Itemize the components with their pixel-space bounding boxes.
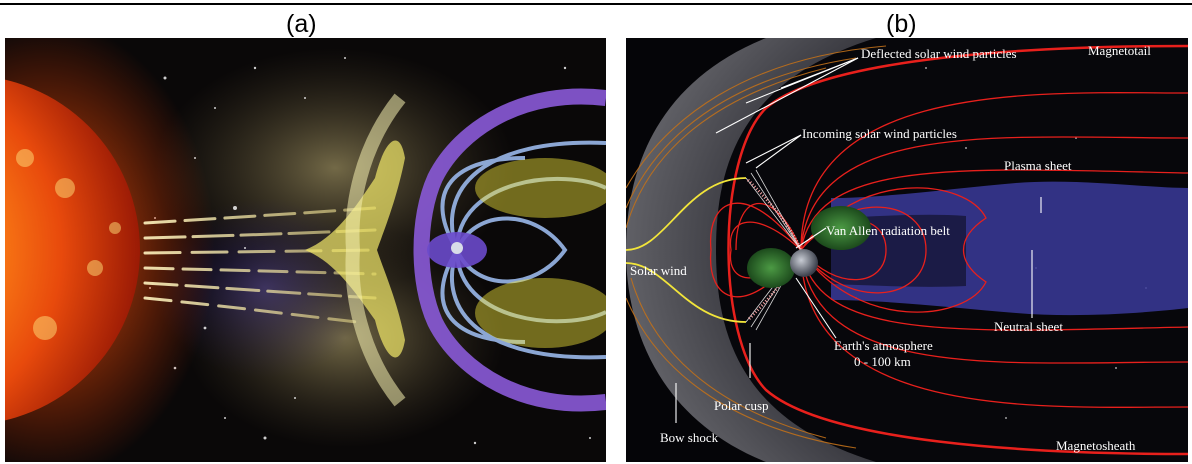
label-bow-shock: Bow shock [660, 430, 719, 445]
van-allen-belt-right [811, 206, 871, 250]
label-neutral-sheet: Neutral sheet [994, 319, 1063, 334]
earth [451, 242, 463, 254]
label-magnetotail: Magnetotail [1088, 43, 1151, 58]
label-earths-atmosphere: Earth's atmosphere [834, 338, 933, 353]
field-loops [440, 140, 606, 360]
label-deflected-particles: Deflected solar wind particles [861, 46, 1017, 61]
panel-a-sun-magnetosphere-image [5, 38, 606, 462]
earth [790, 249, 818, 277]
label-incoming-particles: Incoming solar wind particles [802, 126, 957, 141]
magnetopause-line [727, 44, 1188, 456]
orange-flow-lines [626, 45, 887, 449]
label-van-allen-belt: Van Allen radiation belt [826, 223, 950, 238]
magnetosphere-diagram: Magnetotail Deflected solar wind particl… [626, 38, 1188, 462]
panel-label-a: (a) [286, 10, 317, 38]
solar-wind-lines [626, 177, 747, 323]
label-magnetosheath: Magnetosheath [1056, 438, 1136, 453]
label-plasma-sheet: Plasma sheet [1004, 158, 1072, 173]
label-polar-cusp: Polar cusp [714, 398, 769, 413]
label-solar-wind: Solar wind [630, 263, 687, 278]
panel-label-b: (b) [886, 10, 917, 38]
field-lines [709, 92, 1188, 408]
panel-b-magnetosphere-diagram: Magnetotail Deflected solar wind particl… [626, 38, 1188, 462]
van-allen-belt-left [747, 248, 795, 288]
label-atmosphere-range: 0 - 100 km [854, 354, 911, 369]
top-rule [0, 3, 1192, 5]
sun-magnetosphere-illustration [5, 38, 606, 462]
